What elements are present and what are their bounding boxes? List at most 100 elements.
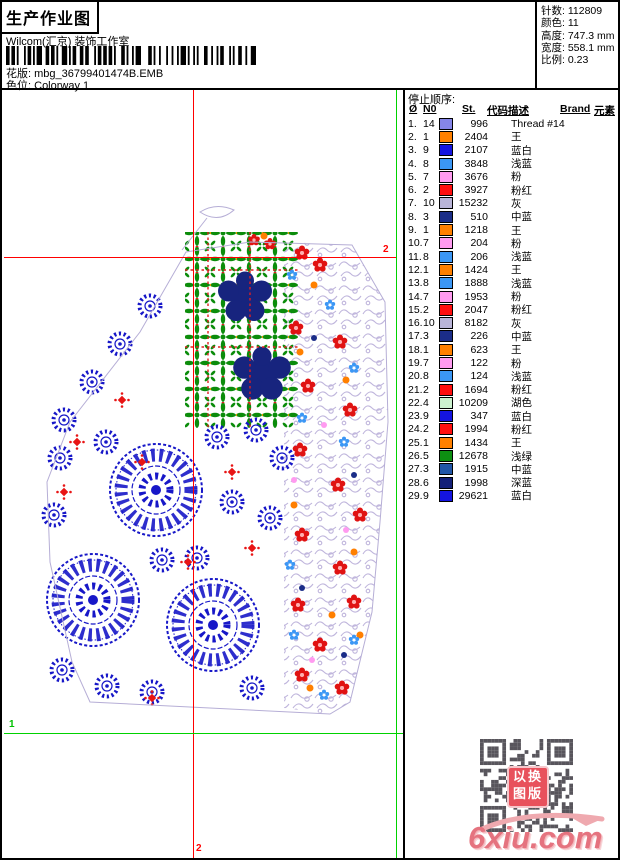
- table-row: 2. 1 2404 王: [408, 130, 522, 144]
- green-line-marker: 1: [9, 719, 15, 730]
- thread-color-swatch: [439, 250, 453, 263]
- pattern-file-label: 花版:: [6, 68, 32, 80]
- stop-rows: 1. 14 996 Thread #14 2. 1 2404 王 3. 9 2107 蓝白 4. 8 384…: [405, 117, 618, 503]
- table-row: 16. 10 8182 灰: [408, 317, 522, 330]
- logo-swoosh-icon: [477, 812, 605, 833]
- qr-center-stamp: 以换 图版: [507, 766, 549, 808]
- thread-color-swatch: [439, 383, 453, 396]
- red-vertical-rule: [193, 90, 194, 858]
- thread-color-swatch: [439, 423, 453, 436]
- table-row: 20. 8 124 浅蓝: [408, 370, 532, 383]
- col-header-stitches: St.: [462, 103, 476, 115]
- thread-color-swatch: [439, 476, 453, 489]
- table-row: 7. 10 15232 灰: [408, 197, 522, 210]
- red-horizontal-rule: [4, 257, 396, 258]
- collar-flap-outline: [199, 206, 235, 218]
- color-count: 颜色: 11: [541, 17, 579, 30]
- red-hline-marker: 2: [383, 244, 389, 255]
- table-row: 18. 1 623 王: [408, 343, 522, 357]
- colorway-label: 色位:: [6, 80, 32, 92]
- col-header-code: 代码: [487, 105, 508, 117]
- green-vertical-rule: [396, 90, 397, 858]
- table-row: 9. 1 1218 王: [408, 224, 522, 237]
- thread-color-swatch: [439, 157, 453, 170]
- thread-color-swatch: [439, 356, 453, 369]
- thread-color-swatch: [439, 130, 453, 143]
- thread-color-swatch: [439, 144, 453, 157]
- thread-color-swatch: [439, 117, 453, 130]
- stamp-line-1: 以换: [512, 769, 543, 784]
- table-row: 26. 5 12678 浅绿: [408, 450, 532, 463]
- stop-sequence-panel: 停止顺序: Ø N0 St. 代码 描述 Brand 元素 1. 14 996 Thr…: [403, 90, 618, 858]
- thread-color-swatch: [439, 184, 453, 197]
- barcode: [6, 46, 256, 65]
- thread-color-swatch: [439, 224, 453, 237]
- thread-color-swatch: [439, 436, 453, 449]
- header: 生产作业图 Wilcom(汇京) 装饰工作室 花版: mbg_367994014…: [2, 2, 618, 93]
- thread-color-swatch: [439, 303, 453, 316]
- col-header-hash: Ø: [409, 103, 418, 115]
- design-scale: 比例: 0.23: [541, 54, 589, 67]
- thread-color-swatch: [439, 317, 453, 330]
- table-row: 23. 9 347 蓝白: [408, 410, 532, 423]
- colorway-line: 色位: Colorway 1: [6, 77, 89, 93]
- stitch-count: 针数: 112809: [541, 5, 603, 17]
- table-row: 3. 9 2107 蓝白: [408, 144, 532, 157]
- table-row: 14. 7 1953 粉: [408, 290, 522, 304]
- table-row: 15. 2 2047 粉红: [408, 303, 532, 317]
- col-header-element: 元素: [594, 105, 615, 117]
- page-title: 生产作业图: [2, 2, 100, 34]
- design-info-box: 针数: 112809 颜色: 11 高度: 747.3 mm 宽度: 558.1…: [535, 2, 618, 89]
- table-row: 8. 3 510 中蓝: [408, 210, 532, 224]
- table-row: 19. 7 122 粉: [408, 356, 522, 370]
- thread-color-swatch: [439, 410, 453, 423]
- table-row: 13. 8 1888 浅蓝: [408, 277, 532, 290]
- thread-color-swatch: [439, 170, 453, 183]
- thread-color-swatch: [439, 370, 453, 383]
- thread-color-swatch: [439, 450, 453, 463]
- col-header-brand: Brand: [560, 103, 591, 115]
- table-row: 27. 3 1915 中蓝: [408, 463, 532, 476]
- thread-color-swatch: [439, 343, 453, 356]
- col-header-desc: 描述: [508, 105, 529, 117]
- thread-color-swatch: [439, 237, 453, 250]
- garment-outline: [46, 241, 389, 715]
- table-row: 24. 2 1994 粉红: [408, 423, 532, 436]
- thread-color-swatch: [439, 263, 453, 276]
- stop-sequence-title: 停止顺序:: [408, 94, 456, 106]
- thread-color-swatch: [439, 277, 453, 290]
- table-row: 29. 9 29621 蓝白: [408, 489, 532, 503]
- thread-color-swatch: [439, 330, 453, 343]
- table-row: 4. 8 3848 浅蓝: [408, 157, 532, 171]
- thread-color-swatch: [439, 197, 453, 210]
- table-row: 10. 7 204 粉: [408, 237, 522, 250]
- design-width: 宽度: 558.1 mm: [541, 41, 615, 54]
- table-row: 21. 2 1694 粉红: [408, 383, 532, 397]
- table-row: 11. 8 206 浅蓝: [408, 250, 532, 264]
- table-row: 5. 7 3676 粉: [408, 170, 522, 184]
- table-row: 1. 14 996 Thread #14: [408, 117, 565, 130]
- stamp-line-2: 图版: [512, 786, 543, 801]
- design-height: 高度: 747.3 mm: [541, 29, 615, 42]
- red-stitch-grid: [185, 232, 298, 427]
- table-row: 6. 2 3927 粉红: [408, 184, 532, 197]
- thread-color-swatch: [439, 210, 453, 223]
- red-vline-marker: 2: [196, 843, 202, 854]
- table-row: 25. 1 1434 王: [408, 436, 522, 450]
- green-horizontal-rule: [4, 733, 403, 734]
- design-preview: [2, 206, 389, 715]
- green-foliage-region: [185, 232, 298, 428]
- thread-color-swatch: [439, 396, 453, 409]
- table-row: 28. 6 1998 深蓝: [408, 476, 532, 490]
- site-logo: 6xiu.com: [468, 820, 603, 855]
- pattern-file-value: mbg_36799401474B.EMB: [34, 68, 164, 80]
- pattern-file-line: 花版: mbg_36799401474B.EMB: [6, 65, 163, 81]
- table-row: 17. 3 226 中蓝: [408, 330, 532, 343]
- col-header-needle: N0: [423, 103, 437, 115]
- thread-color-swatch: [439, 489, 453, 502]
- colorway-value: Colorway 1: [34, 80, 90, 92]
- table-row: 22. 4 10209 湖色: [408, 396, 532, 410]
- company-name: Wilcom(汇京) 装饰工作室: [6, 36, 130, 48]
- paisley-flowers: [248, 232, 368, 700]
